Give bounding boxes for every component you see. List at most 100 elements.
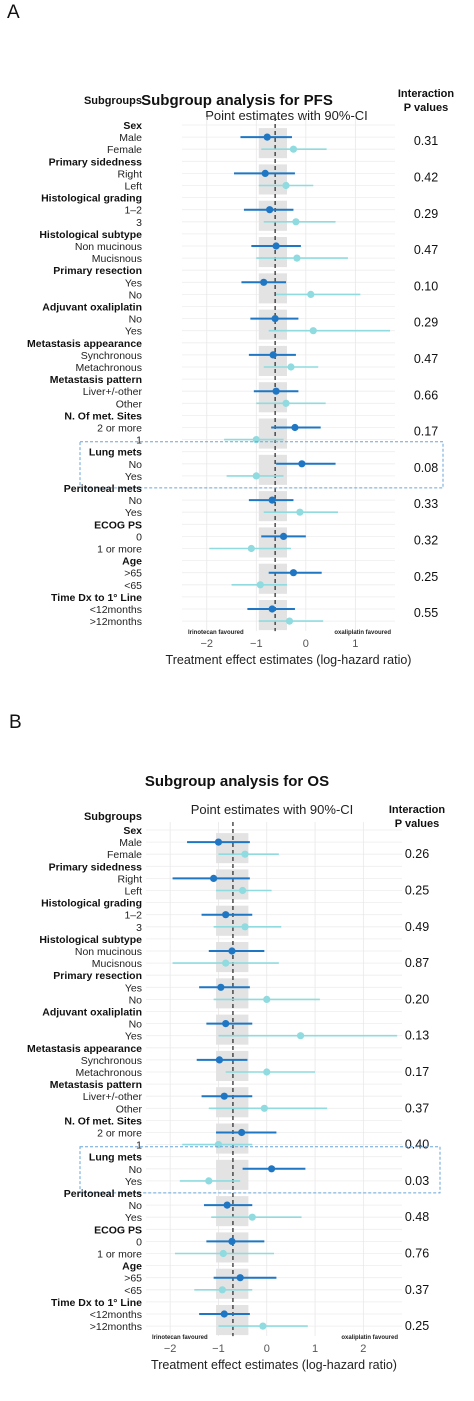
subgroup-heading: Metastasis pattern [50,1079,142,1091]
p-values-header: P values [395,818,439,830]
subgroup-level-label: 2 or more [97,423,142,435]
point-estimate [247,544,255,553]
interaction-p-value: 0.87 [405,956,429,970]
subgroup-heading: Metastasis appearance [27,338,142,350]
interaction-p-value: 0.76 [405,1246,429,1260]
highlight-box [79,1146,441,1194]
point-estimate [228,947,236,955]
subgroup-level-label: Mucisnous [92,253,142,265]
subgroup-heading: N. Of met. Sites [64,1115,142,1127]
subgroup-level-label: Right [117,873,142,885]
subgroup-level-label: No [129,994,143,1006]
overall-ci-band [216,905,249,936]
subgroup-level-label: 1 [136,1140,142,1152]
x-tick-label: 1 [312,1343,318,1355]
subgroup-level-label: Female [107,144,142,156]
subgroup-heading: Time Dx to 1° Line [51,592,142,604]
subgroup-heading: ECOG PS [94,1224,142,1236]
subgroup-level-label: Other [116,398,143,410]
interaction-p-value: 0.10 [414,279,438,293]
subgroup-level-label: Other [116,1103,143,1115]
point-estimate [215,1056,224,1064]
interaction-p-value: 0.42 [414,170,438,184]
interaction-p-value: 0.37 [405,1101,429,1115]
subgroup-level-label: 1–2 [124,910,142,922]
chart-subtitle: Point estimates with 90%-CI [205,108,368,123]
point-estimate [307,290,315,298]
point-estimate [222,1020,230,1028]
subgroup-heading: Sex [123,120,142,132]
subgroups-header: Subgroups [84,95,142,107]
interaction-p-value: 0.26 [405,847,429,861]
point-estimate [289,145,298,153]
point-estimate [272,242,280,250]
point-estimate [222,959,230,967]
overall-ci-band [258,600,288,631]
point-estimate [218,1286,226,1294]
point-estimate [259,1322,267,1330]
overall-ci-band [216,1232,249,1263]
interaction-p-value: 0.49 [405,920,429,934]
interaction-p-value: 0.08 [414,461,438,475]
point-estimate [285,617,294,625]
overall-ci-band [216,1014,249,1045]
subgroup-heading: Primary sidedness [49,156,143,168]
chart-title: Subgroup analysis for OS [145,773,329,790]
point-estimate [266,206,274,214]
point-estimate [222,911,230,919]
subgroup-level-label: >12months [90,1321,142,1333]
point-estimate [263,995,271,1003]
point-estimate [241,923,249,931]
overall-ci-band [216,1305,249,1336]
point-estimate [292,218,300,226]
point-estimate [214,838,223,846]
x-tick-label: −2 [200,638,213,650]
interaction-p-value: 0.25 [405,1319,429,1333]
overall-ci-band [258,164,288,195]
subgroup-level-label: Yes [125,507,142,519]
interaction-p-value: 0.25 [405,883,429,897]
subgroup-level-label: Yes [125,1176,142,1188]
subgroup-level-label: 1 [136,435,142,447]
point-estimate [271,315,279,323]
subgroup-level-label: No [129,289,143,301]
interaction-p-value: 0.37 [405,1283,429,1297]
subgroup-level-label: 3 [136,217,142,229]
subgroup-level-label: 2 or more [97,1128,142,1140]
point-estimate [289,569,298,577]
point-estimate [256,581,264,589]
point-estimate [236,1274,244,1282]
point-estimate [217,983,225,991]
subgroup-level-label: No [129,1164,143,1176]
subgroup-level-label: Non mucinous [75,946,142,958]
subgroup-level-label: 1–2 [124,205,142,217]
point-estimate [223,1201,231,1209]
x-tick-label: 0 [303,638,309,650]
point-estimate [309,327,317,335]
subgroup-heading: Metastasis appearance [27,1043,142,1055]
interaction-p-value: 0.47 [414,243,438,257]
point-estimate [296,1032,305,1040]
subgroup-level-label: <65 [124,1285,142,1297]
subgroup-heading: Age [122,556,142,568]
point-estimate [267,1165,276,1173]
x-tick-label: −2 [164,1343,177,1355]
point-estimate [263,133,271,141]
overall-ci-band [216,1159,249,1190]
point-estimate [268,605,276,613]
subgroup-level-label: 1 or more [97,544,142,556]
left-favoured-note: Irinotecan favoured [152,1335,208,1341]
overall-ci-band [216,833,249,864]
point-estimate [260,1104,268,1112]
subgroup-heading: Histological subtype [39,934,142,946]
subgroup-heading: Lung mets [89,1152,142,1164]
overall-ci-band [258,345,288,376]
overall-ci-band [258,491,288,522]
interaction-p-value: 0.55 [414,606,438,620]
overall-ci-band [258,527,288,558]
point-estimate [220,1092,228,1100]
subgroup-level-label: 0 [136,1236,142,1248]
point-estimate [238,1128,246,1137]
subgroup-level-label: <65 [124,580,142,592]
